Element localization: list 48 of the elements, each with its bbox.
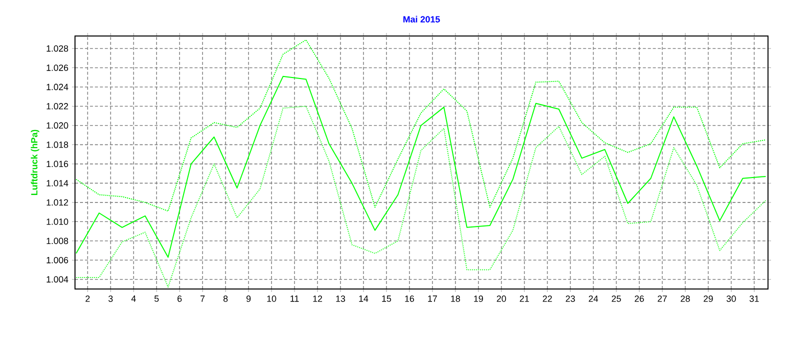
x-tick-label: 9 (246, 296, 251, 302)
x-tick-label: 22 (542, 296, 552, 302)
x-tick-label: 26 (634, 296, 644, 302)
x-tick-label: 21 (520, 296, 529, 302)
y-tick-label: 1.024 (46, 84, 68, 90)
x-tick-label: 19 (474, 296, 483, 302)
x-tick-label: 11 (290, 296, 299, 302)
x-tick-label: 18 (451, 296, 460, 302)
y-tick-label: 1.026 (46, 64, 68, 71)
x-tick-label: 13 (336, 296, 346, 302)
x-tick-label: 14 (359, 296, 368, 302)
y-tick-label: 1.006 (46, 256, 68, 264)
x-tick-label: 24 (588, 296, 598, 302)
y-tick-label: 1.020 (46, 122, 68, 129)
x-tick-label: 29 (704, 296, 713, 302)
line-series (76, 76, 766, 258)
line-series (76, 106, 766, 288)
y-tick-label: 1.014 (46, 180, 68, 186)
y-tick-label: 1.028 (46, 45, 68, 52)
y-tick-label: 1.022 (46, 103, 68, 110)
line-series (76, 39, 766, 212)
x-tick-label: 8 (223, 296, 228, 302)
x-tick-label: 7 (200, 296, 205, 302)
x-tick-label: 28 (680, 296, 690, 302)
x-tick-label: 31 (750, 296, 759, 302)
x-tick-label: 5 (154, 296, 159, 302)
x-tick-label: 15 (382, 296, 392, 302)
y-tick-label: 1.010 (46, 218, 68, 225)
y-axis-title: Luftdruck (hPa) (30, 130, 40, 196)
x-tick-label: 20 (496, 296, 506, 302)
x-tick-label: 3 (108, 296, 113, 302)
x-tick-label: 12 (313, 296, 322, 302)
x-tick-label: 17 (428, 296, 437, 302)
x-tick-label: 4 (131, 296, 136, 302)
x-tick-label: 2 (86, 296, 90, 302)
x-tick-label: 16 (405, 296, 414, 302)
x-tick-label: 25 (612, 296, 621, 302)
x-tick-label: 6 (178, 296, 182, 302)
y-tick-label: 1.012 (46, 199, 68, 206)
y-tick-label: 1.016 (46, 160, 68, 168)
x-tick-label: 23 (566, 296, 575, 302)
chart-title: Mai 2015 (403, 16, 440, 22)
x-tick-label: 27 (658, 296, 667, 302)
x-tick-label: 30 (726, 296, 736, 302)
y-tick-label: 1.018 (46, 142, 68, 148)
y-tick-label: 1.004 (46, 276, 68, 283)
y-tick-label: 1.008 (46, 238, 68, 244)
x-tick-label: 10 (267, 296, 276, 302)
